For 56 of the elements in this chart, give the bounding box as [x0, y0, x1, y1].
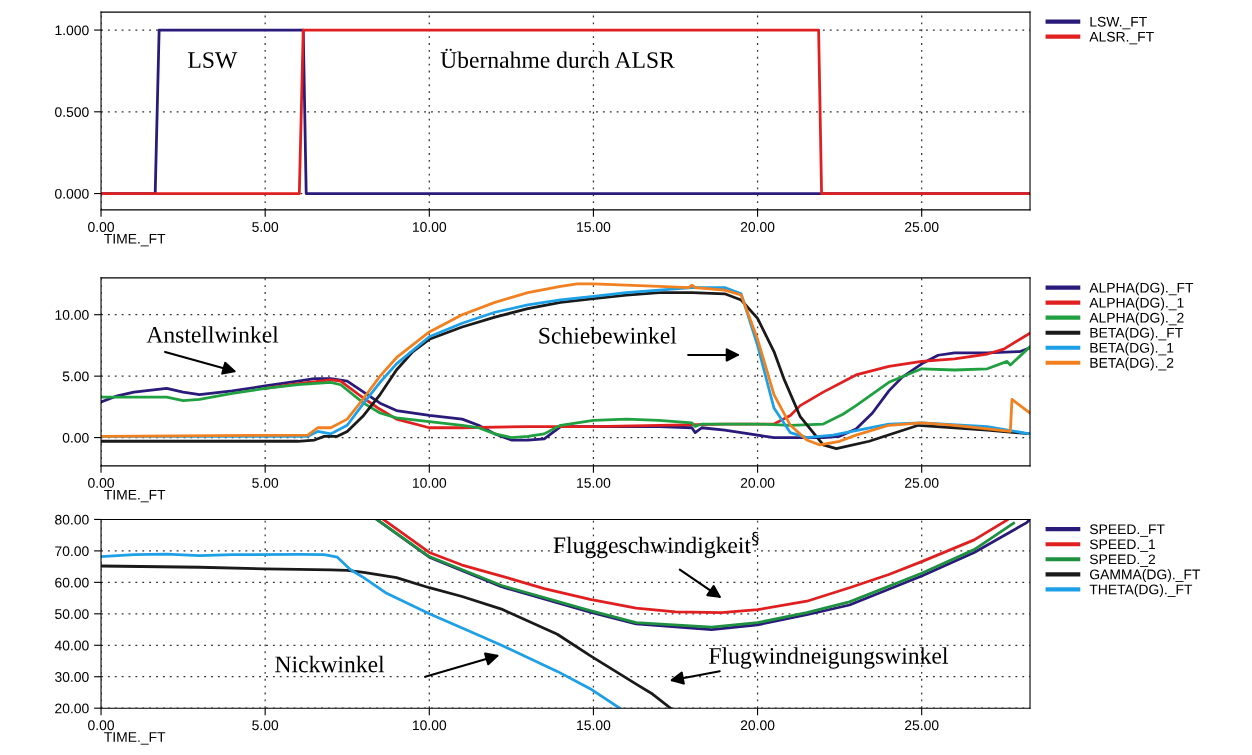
annotation: Schiebewinkel — [539, 327, 677, 344]
x-tick-label: 25.00 — [905, 222, 939, 232]
y-tick-label: 60.00 — [55, 577, 89, 588]
legend-label: ALPHA(DG)._1 — [1089, 297, 1184, 311]
annotation: Fluggeschwindigkeit$^{§}$ — [553, 531, 759, 559]
y-tick-label: 0.000 — [55, 188, 89, 199]
legend-label: BETA(DG)._1 — [1090, 342, 1174, 356]
legend-label: THETA(DG)._FT — [1089, 584, 1193, 598]
x-tick-label: 5.00 — [252, 222, 279, 232]
annotation: Anstellwinkel — [146, 326, 279, 343]
y-tick-label: 1.000 — [55, 25, 89, 36]
y-tick-label: 0.00 — [62, 432, 89, 443]
x-tick-label: 5.00 — [252, 720, 279, 731]
legend-label: BETA(DG)._FT — [1090, 327, 1183, 341]
annotation: Nickwinkel — [275, 655, 385, 673]
x-tick-label: 20.00 — [740, 720, 775, 731]
x-tick-label: 15.00 — [577, 720, 611, 731]
x-axis-title: TIME._FT — [104, 489, 166, 503]
y-tick-label: 70.00 — [55, 546, 89, 557]
y-tick-label: 20.00 — [55, 703, 89, 714]
line-series — [101, 564, 672, 709]
legend-label: SPEED._FT — [1089, 524, 1165, 537]
y-tick-label: 10.00 — [55, 310, 89, 320]
x-axis-title: TIME._FT — [104, 732, 166, 745]
y-tick-label: 40.00 — [54, 640, 89, 651]
x-tick-label: 0.00 — [88, 720, 115, 731]
x-tick-label: 20.00 — [740, 222, 775, 232]
x-tick-label: 0.00 — [88, 222, 115, 232]
y-tick-label: 80.00 — [55, 514, 89, 525]
legend-label: GAMMA(DG)._FT — [1090, 569, 1201, 583]
x-tick-label: 10.00 — [412, 478, 447, 488]
y-tick-label: 0.500 — [55, 107, 89, 117]
legend-label: ALPHA(DG)._FT — [1089, 282, 1194, 296]
annotation: LSW — [188, 52, 238, 69]
y-tick-label: 50.00 — [55, 609, 89, 619]
x-tick-label: 15.00 — [577, 478, 611, 488]
x-tick-label: 20.00 — [740, 478, 775, 488]
legend-label: ALSR._FT — [1089, 31, 1154, 45]
x-tick-label: 5.00 — [252, 478, 279, 488]
legend-label: ALPHA(DG)._2 — [1089, 312, 1184, 326]
legend-label: LSW._FT — [1090, 16, 1147, 30]
annotation: Übernahme durch ALSR — [440, 48, 675, 69]
x-tick-label: 10.00 — [412, 720, 447, 731]
x-tick-label: 15.00 — [577, 222, 611, 232]
y-tick-label: 30.00 — [55, 672, 89, 682]
y-tick-label: 5.00 — [62, 371, 89, 382]
x-tick-label: 10.00 — [412, 222, 447, 232]
legend-label: SPEED._1 — [1089, 539, 1156, 552]
annotation: Flugwindneigungswinkel — [709, 647, 948, 669]
x-tick-label: 25.00 — [905, 720, 939, 731]
x-tick-label: 25.00 — [905, 478, 939, 488]
x-axis-title: TIME._FT — [104, 234, 166, 247]
line-series — [381, 519, 1009, 614]
x-tick-label: 0.00 — [88, 478, 115, 488]
legend-label: SPEED._2 — [1089, 554, 1156, 567]
legend-label: BETA(DG)._2 — [1090, 357, 1174, 371]
